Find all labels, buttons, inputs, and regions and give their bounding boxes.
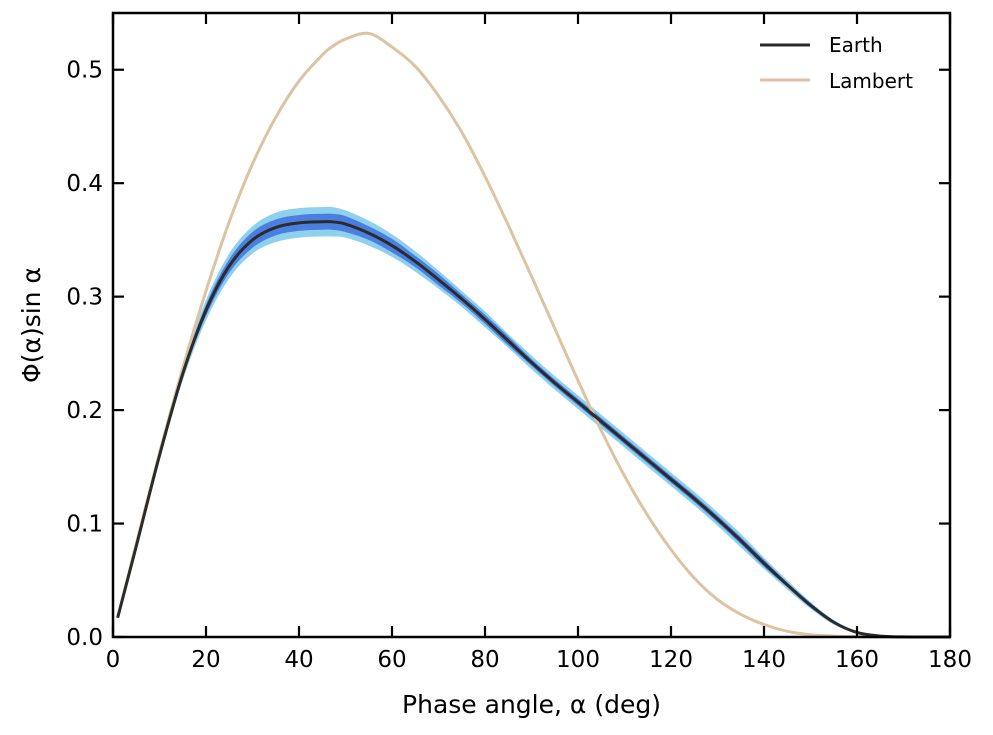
- legend: Earth Lambert: [760, 33, 913, 93]
- x-tick-label: 100: [556, 647, 600, 673]
- plot-frame: [111, 11, 952, 639]
- x-tick-label: 120: [649, 647, 693, 673]
- series-line-lambert: [116, 31, 950, 639]
- y-tick-label: 0.0: [66, 625, 103, 651]
- axis-ticks: [111, 13, 952, 639]
- x-tick-label: 0: [106, 647, 121, 673]
- x-tick-label: 20: [191, 647, 220, 673]
- earth-uncertainty-bands: [117, 206, 950, 638]
- y-tick-label: 0.5: [66, 58, 103, 84]
- y-tick-label: 0.4: [66, 171, 103, 197]
- x-tick-label: 80: [470, 647, 499, 673]
- legend-label-earth: Earth: [829, 33, 883, 57]
- tick-labels: 0 20 40 60 80 100 120 140 160 180 0.0 0.1 0.2 0.3 0.4 0…: [66, 58, 972, 673]
- y-tick-label: 0.2: [66, 398, 103, 424]
- y-axis-label: Φ(α)sin α: [17, 267, 46, 383]
- earth-band-inner: [117, 213, 950, 638]
- x-tick-label: 160: [835, 647, 879, 673]
- legend-label-lambert: Lambert: [829, 69, 913, 93]
- y-tick-label: 0.3: [66, 285, 103, 311]
- x-tick-label: 180: [928, 647, 972, 673]
- x-tick-label: 140: [742, 647, 786, 673]
- earth-band-outer: [117, 206, 950, 638]
- x-axis-label: Phase angle, α (deg): [402, 690, 661, 719]
- x-tick-label: 40: [284, 647, 313, 673]
- x-tick-label: 60: [377, 647, 406, 673]
- series-line-earth: [116, 220, 951, 639]
- series-lines: [116, 31, 951, 639]
- y-tick-label: 0.1: [66, 512, 103, 538]
